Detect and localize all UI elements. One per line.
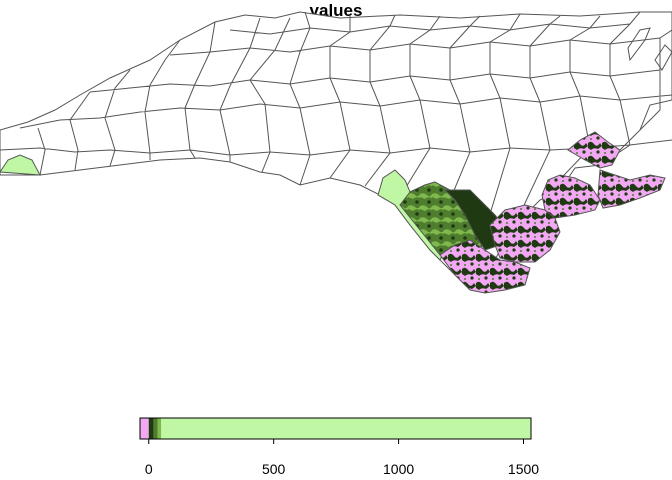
raster-region — [377, 131, 666, 294]
western-county-highlight — [0, 154, 41, 176]
legend-bin — [148, 418, 154, 439]
legend-tick-label: 500 — [262, 461, 286, 477]
legend-tick-label: 0 — [145, 461, 153, 477]
legend-tick-label: 1500 — [508, 461, 539, 477]
legend-bin — [161, 418, 531, 439]
legend-bins — [140, 418, 531, 439]
legend-frame — [139, 417, 532, 440]
legend-bin — [153, 418, 158, 439]
legend-bin — [157, 418, 162, 439]
legend-ticks: 0 500 1000 1500 — [145, 439, 539, 477]
legend-tick-label: 1000 — [383, 461, 414, 477]
color-legend: 0 500 1000 1500 — [139, 417, 539, 477]
legend-bin — [140, 418, 149, 439]
